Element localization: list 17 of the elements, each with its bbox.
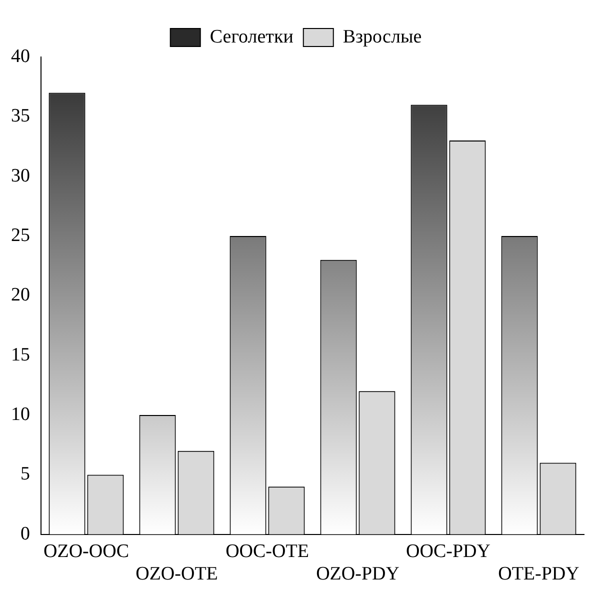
x-tick-label: OTE-PDY [498, 564, 580, 585]
y-tick-label: 0 [20, 523, 30, 544]
y-tick-label: 30 [11, 165, 30, 186]
legend-label: Сеголетки [210, 26, 294, 48]
y-tick-label: 10 [11, 404, 30, 426]
legend-label: Взрослые [342, 26, 422, 48]
y-tick-label: 35 [11, 106, 30, 127]
y-tick-label: 25 [11, 225, 30, 246]
x-tick-label: OZO-PDY [316, 564, 400, 585]
x-tick-label: OZO-OOC [44, 540, 129, 562]
y-tick-label: 40 [11, 46, 30, 67]
x-tick-label: OOC-OTE [226, 540, 309, 562]
y-tick-label: 20 [11, 284, 30, 306]
y-tick-label: 5 [20, 464, 30, 485]
y-tick-label: 15 [11, 344, 30, 366]
x-tick-label: OOC-PDY [406, 540, 491, 562]
x-tick-label: OZO-OTE [136, 564, 218, 585]
